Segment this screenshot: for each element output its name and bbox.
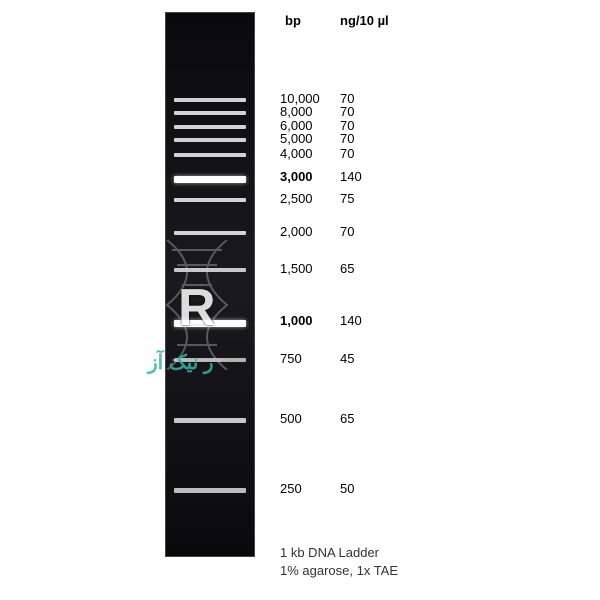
bp-label: 1,000 (280, 313, 335, 328)
ng-label: 65 (340, 411, 354, 426)
gel-band (174, 138, 246, 142)
gel-band (174, 231, 246, 235)
bp-label: 750 (280, 351, 335, 366)
gel-band (174, 98, 246, 102)
bp-label: 2,000 (280, 224, 335, 239)
bp-label: 500 (280, 411, 335, 426)
caption-line-1: 1 kb DNA Ladder (280, 544, 398, 562)
ng-label: 70 (340, 131, 354, 146)
ng-label: 140 (340, 169, 362, 184)
gel-band (174, 111, 246, 115)
caption: 1 kb DNA Ladder 1% agarose, 1x TAE (280, 544, 398, 580)
bp-label: 4,000 (280, 146, 335, 161)
column-header-bp: bp (285, 13, 301, 28)
gel-band (174, 418, 246, 423)
gel-band (174, 320, 246, 327)
ng-label: 45 (340, 351, 354, 366)
ng-label: 65 (340, 261, 354, 276)
bp-label: 1,500 (280, 261, 335, 276)
bp-label: 5,000 (280, 131, 335, 146)
ng-label: 50 (340, 481, 354, 496)
gel-band (174, 488, 246, 493)
ng-label: 70 (340, 224, 354, 239)
gel-band (174, 176, 246, 183)
caption-line-2: 1% agarose, 1x TAE (280, 562, 398, 580)
ng-label: 140 (340, 313, 362, 328)
column-header-ng: ng/10 µl (340, 13, 389, 28)
ng-label: 70 (340, 146, 354, 161)
bp-label: 250 (280, 481, 335, 496)
gel-band (174, 153, 246, 157)
gel-band (174, 125, 246, 129)
bp-label: 8,000 (280, 104, 335, 119)
gel-band (174, 268, 246, 272)
ng-label: 70 (340, 104, 354, 119)
bp-label: 2,500 (280, 191, 335, 206)
bp-label: 3,000 (280, 169, 335, 184)
gel-band (174, 358, 246, 362)
ng-label: 75 (340, 191, 354, 206)
gel-band (174, 198, 246, 202)
gel-lane (165, 12, 255, 557)
